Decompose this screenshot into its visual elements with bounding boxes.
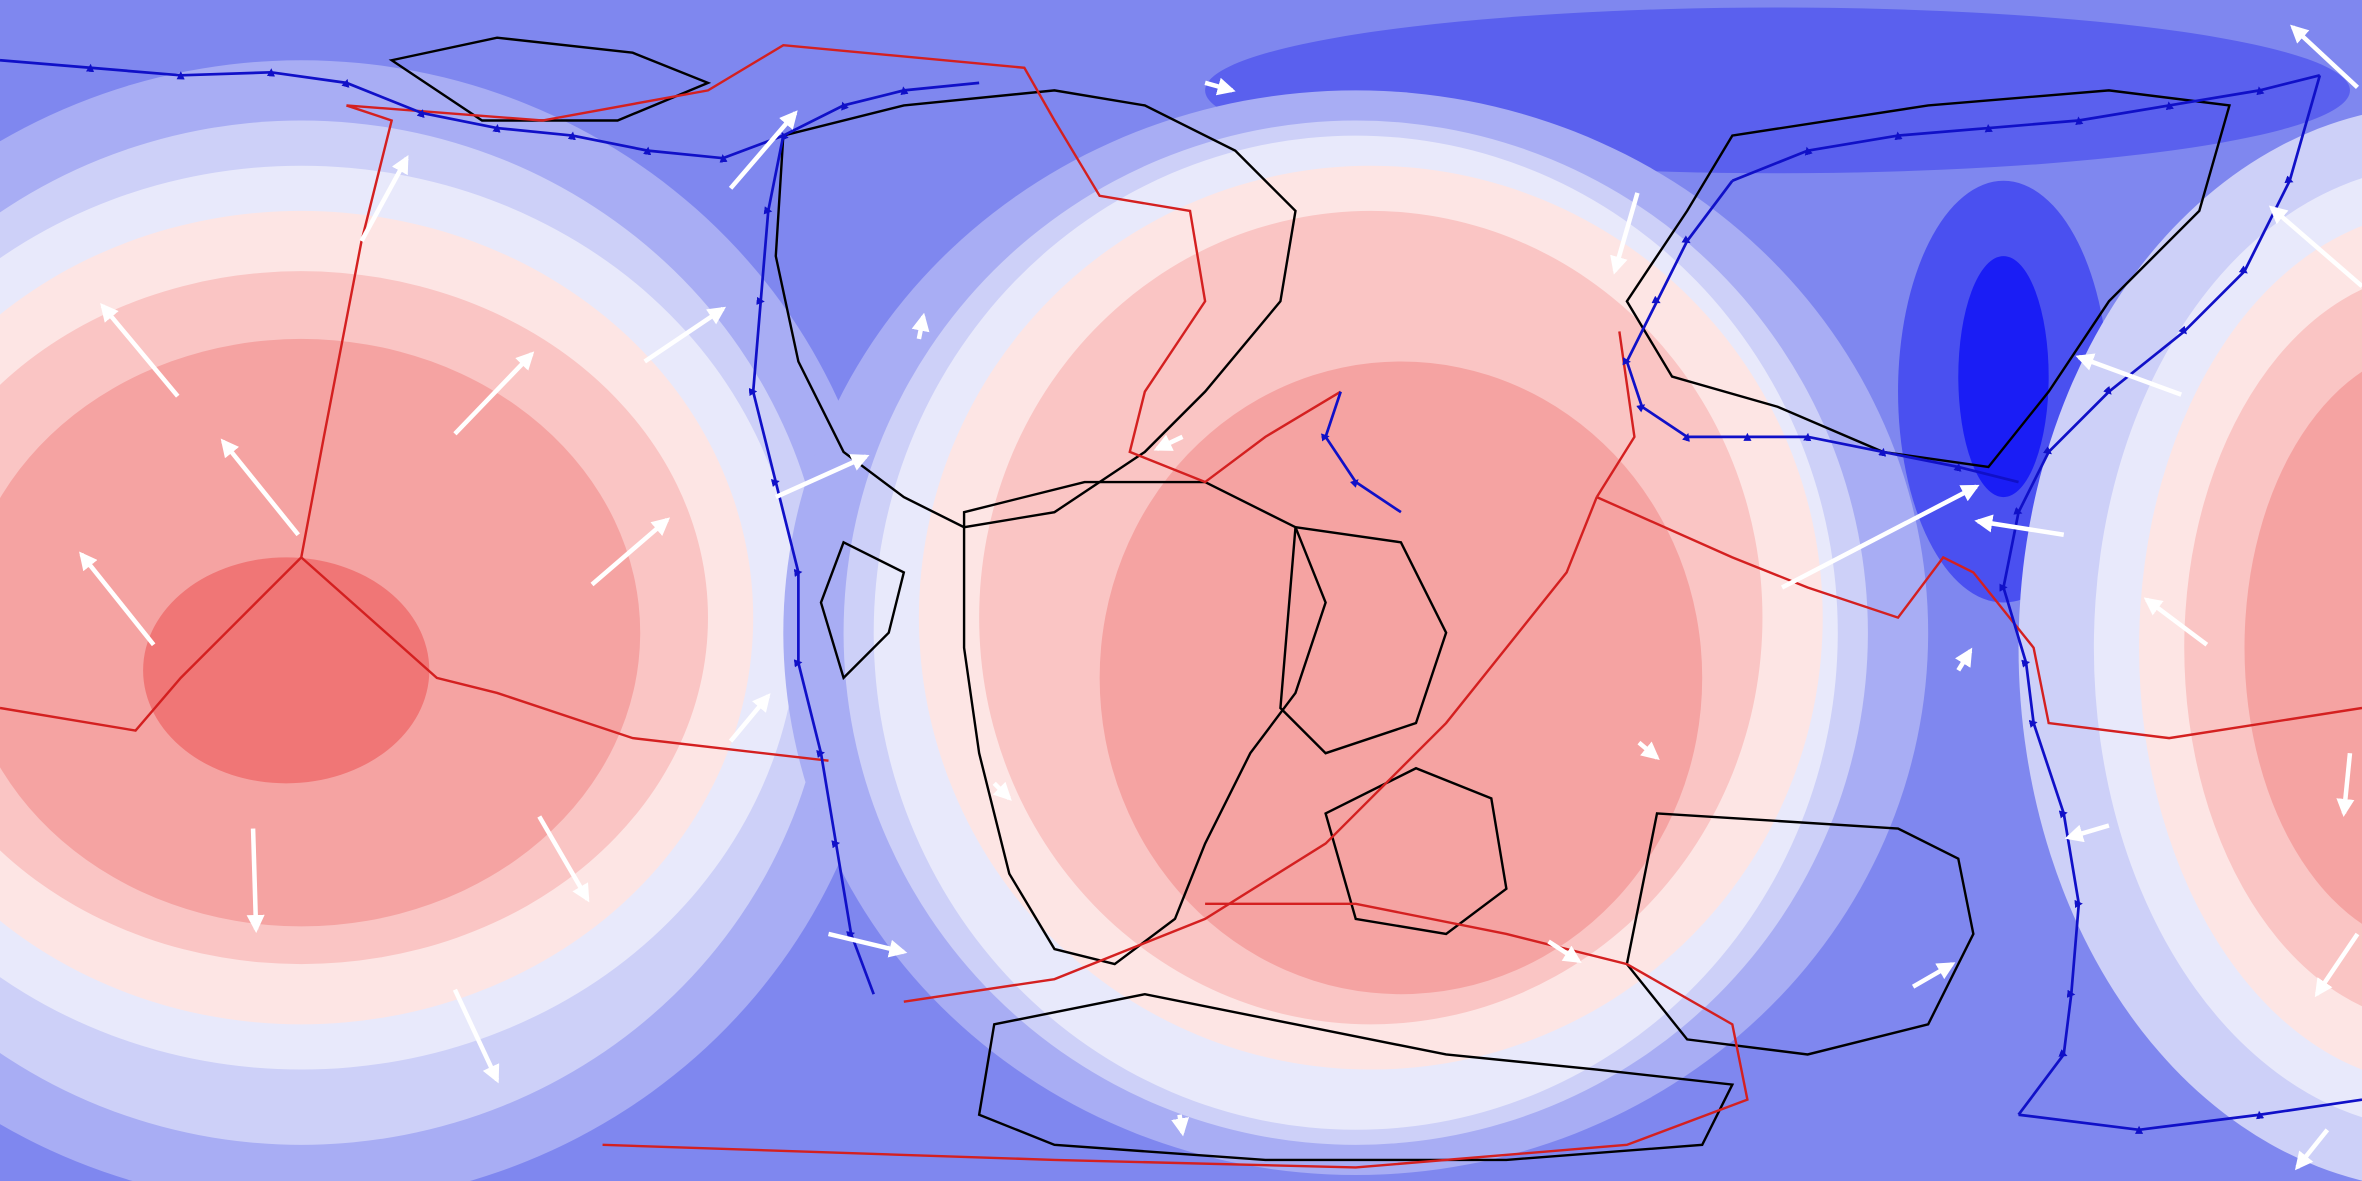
arrow xyxy=(2075,353,2183,397)
trench xyxy=(748,135,875,995)
arrow xyxy=(728,110,798,190)
arrow xyxy=(728,693,771,743)
trench xyxy=(1321,391,1402,514)
landmass xyxy=(1625,812,1975,1056)
velocity-arrows xyxy=(79,24,2362,1171)
trench xyxy=(1731,74,2321,183)
ridge xyxy=(602,902,1749,1169)
arrow xyxy=(827,931,908,958)
arrow xyxy=(452,988,500,1084)
arrow xyxy=(2336,752,2355,818)
trench xyxy=(1999,74,2322,1116)
ridge xyxy=(300,556,829,762)
landmass xyxy=(1324,766,1508,936)
left-high xyxy=(0,60,889,1181)
trench xyxy=(1622,179,2019,484)
low-contour xyxy=(1958,256,2049,498)
contour xyxy=(143,557,430,784)
trench xyxy=(2018,1098,2362,1134)
arrow xyxy=(1781,484,1980,590)
arrow xyxy=(1911,962,1956,989)
contour xyxy=(1099,361,1703,995)
arrow xyxy=(1171,1114,1190,1137)
arrow xyxy=(911,312,930,340)
arrow xyxy=(2294,1128,2330,1171)
trench xyxy=(0,58,980,163)
arrow xyxy=(590,517,671,587)
arrow xyxy=(774,454,870,500)
arrow xyxy=(1204,77,1236,96)
arrow xyxy=(2314,932,2360,998)
arrow xyxy=(220,438,301,537)
arrow xyxy=(1974,514,2065,537)
arrow xyxy=(1153,434,1184,451)
landmass xyxy=(1279,525,1448,755)
arrow xyxy=(79,551,156,647)
arrow xyxy=(2268,205,2362,288)
arrow xyxy=(100,303,180,398)
arrow xyxy=(453,351,535,436)
landmass xyxy=(962,480,1327,966)
central-high xyxy=(783,90,1929,1175)
arrow xyxy=(1637,740,1660,761)
subduction-zones xyxy=(0,58,2362,1134)
arrow xyxy=(359,154,409,243)
arrow xyxy=(246,828,265,934)
arrow xyxy=(992,781,1012,801)
arrow xyxy=(2290,24,2360,90)
arrow xyxy=(2064,823,2110,843)
ridge xyxy=(903,496,1598,1003)
arrow xyxy=(1547,939,1582,964)
arrow xyxy=(1610,192,1640,275)
arrow xyxy=(643,306,727,364)
landmass xyxy=(977,992,1735,1162)
arrow xyxy=(1955,647,1973,672)
arrow xyxy=(2143,597,2209,647)
arrow xyxy=(537,815,590,903)
